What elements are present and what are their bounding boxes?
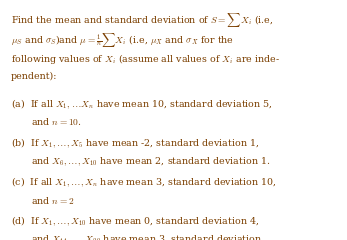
Text: pendent):: pendent):: [11, 72, 58, 81]
Text: and $n = 2$: and $n = 2$: [31, 195, 75, 205]
Text: and $X_6,\ldots, X_{10}$ have mean 2, standard deviation 1.: and $X_6,\ldots, X_{10}$ have mean 2, st…: [31, 155, 271, 168]
Text: and $n = 10$.: and $n = 10$.: [31, 116, 82, 127]
Text: (c)  If all $X_1,\ldots, X_n$ have mean 3, standard deviation 10,: (c) If all $X_1,\ldots, X_n$ have mean 3…: [11, 176, 277, 189]
Text: following values of $X_i$ (assume all values of $X_i$ are inde-: following values of $X_i$ (assume all va…: [11, 52, 280, 66]
Text: Find the mean and standard deviation of $S = \sum X_i$ (i.e,: Find the mean and standard deviation of …: [11, 11, 273, 29]
Text: and $X_{11},\ldots, X_{20}$ have mean 3, standard deviation: and $X_{11},\ldots, X_{20}$ have mean 3,…: [31, 234, 263, 240]
Text: (b)  If $X_1,\ldots, X_5$ have mean -2, standard deviation 1,: (b) If $X_1,\ldots, X_5$ have mean -2, s…: [11, 137, 259, 150]
Text: (a)  If all $X_1,\ldots X_n$ have mean 10, standard deviation 5,: (a) If all $X_1,\ldots X_n$ have mean 10…: [11, 98, 273, 111]
Text: $\mu_S$ and $\sigma_S$)and $\mu = \frac{1}{n}\sum X_i$ (i.e, $\mu_{\bar{X}}$ and: $\mu_S$ and $\sigma_S$)and $\mu = \frac{…: [11, 31, 234, 49]
Text: (d)  If $X_1,\ldots, X_{10}$ have mean 0, standard deviation 4,: (d) If $X_1,\ldots, X_{10}$ have mean 0,…: [11, 215, 259, 228]
